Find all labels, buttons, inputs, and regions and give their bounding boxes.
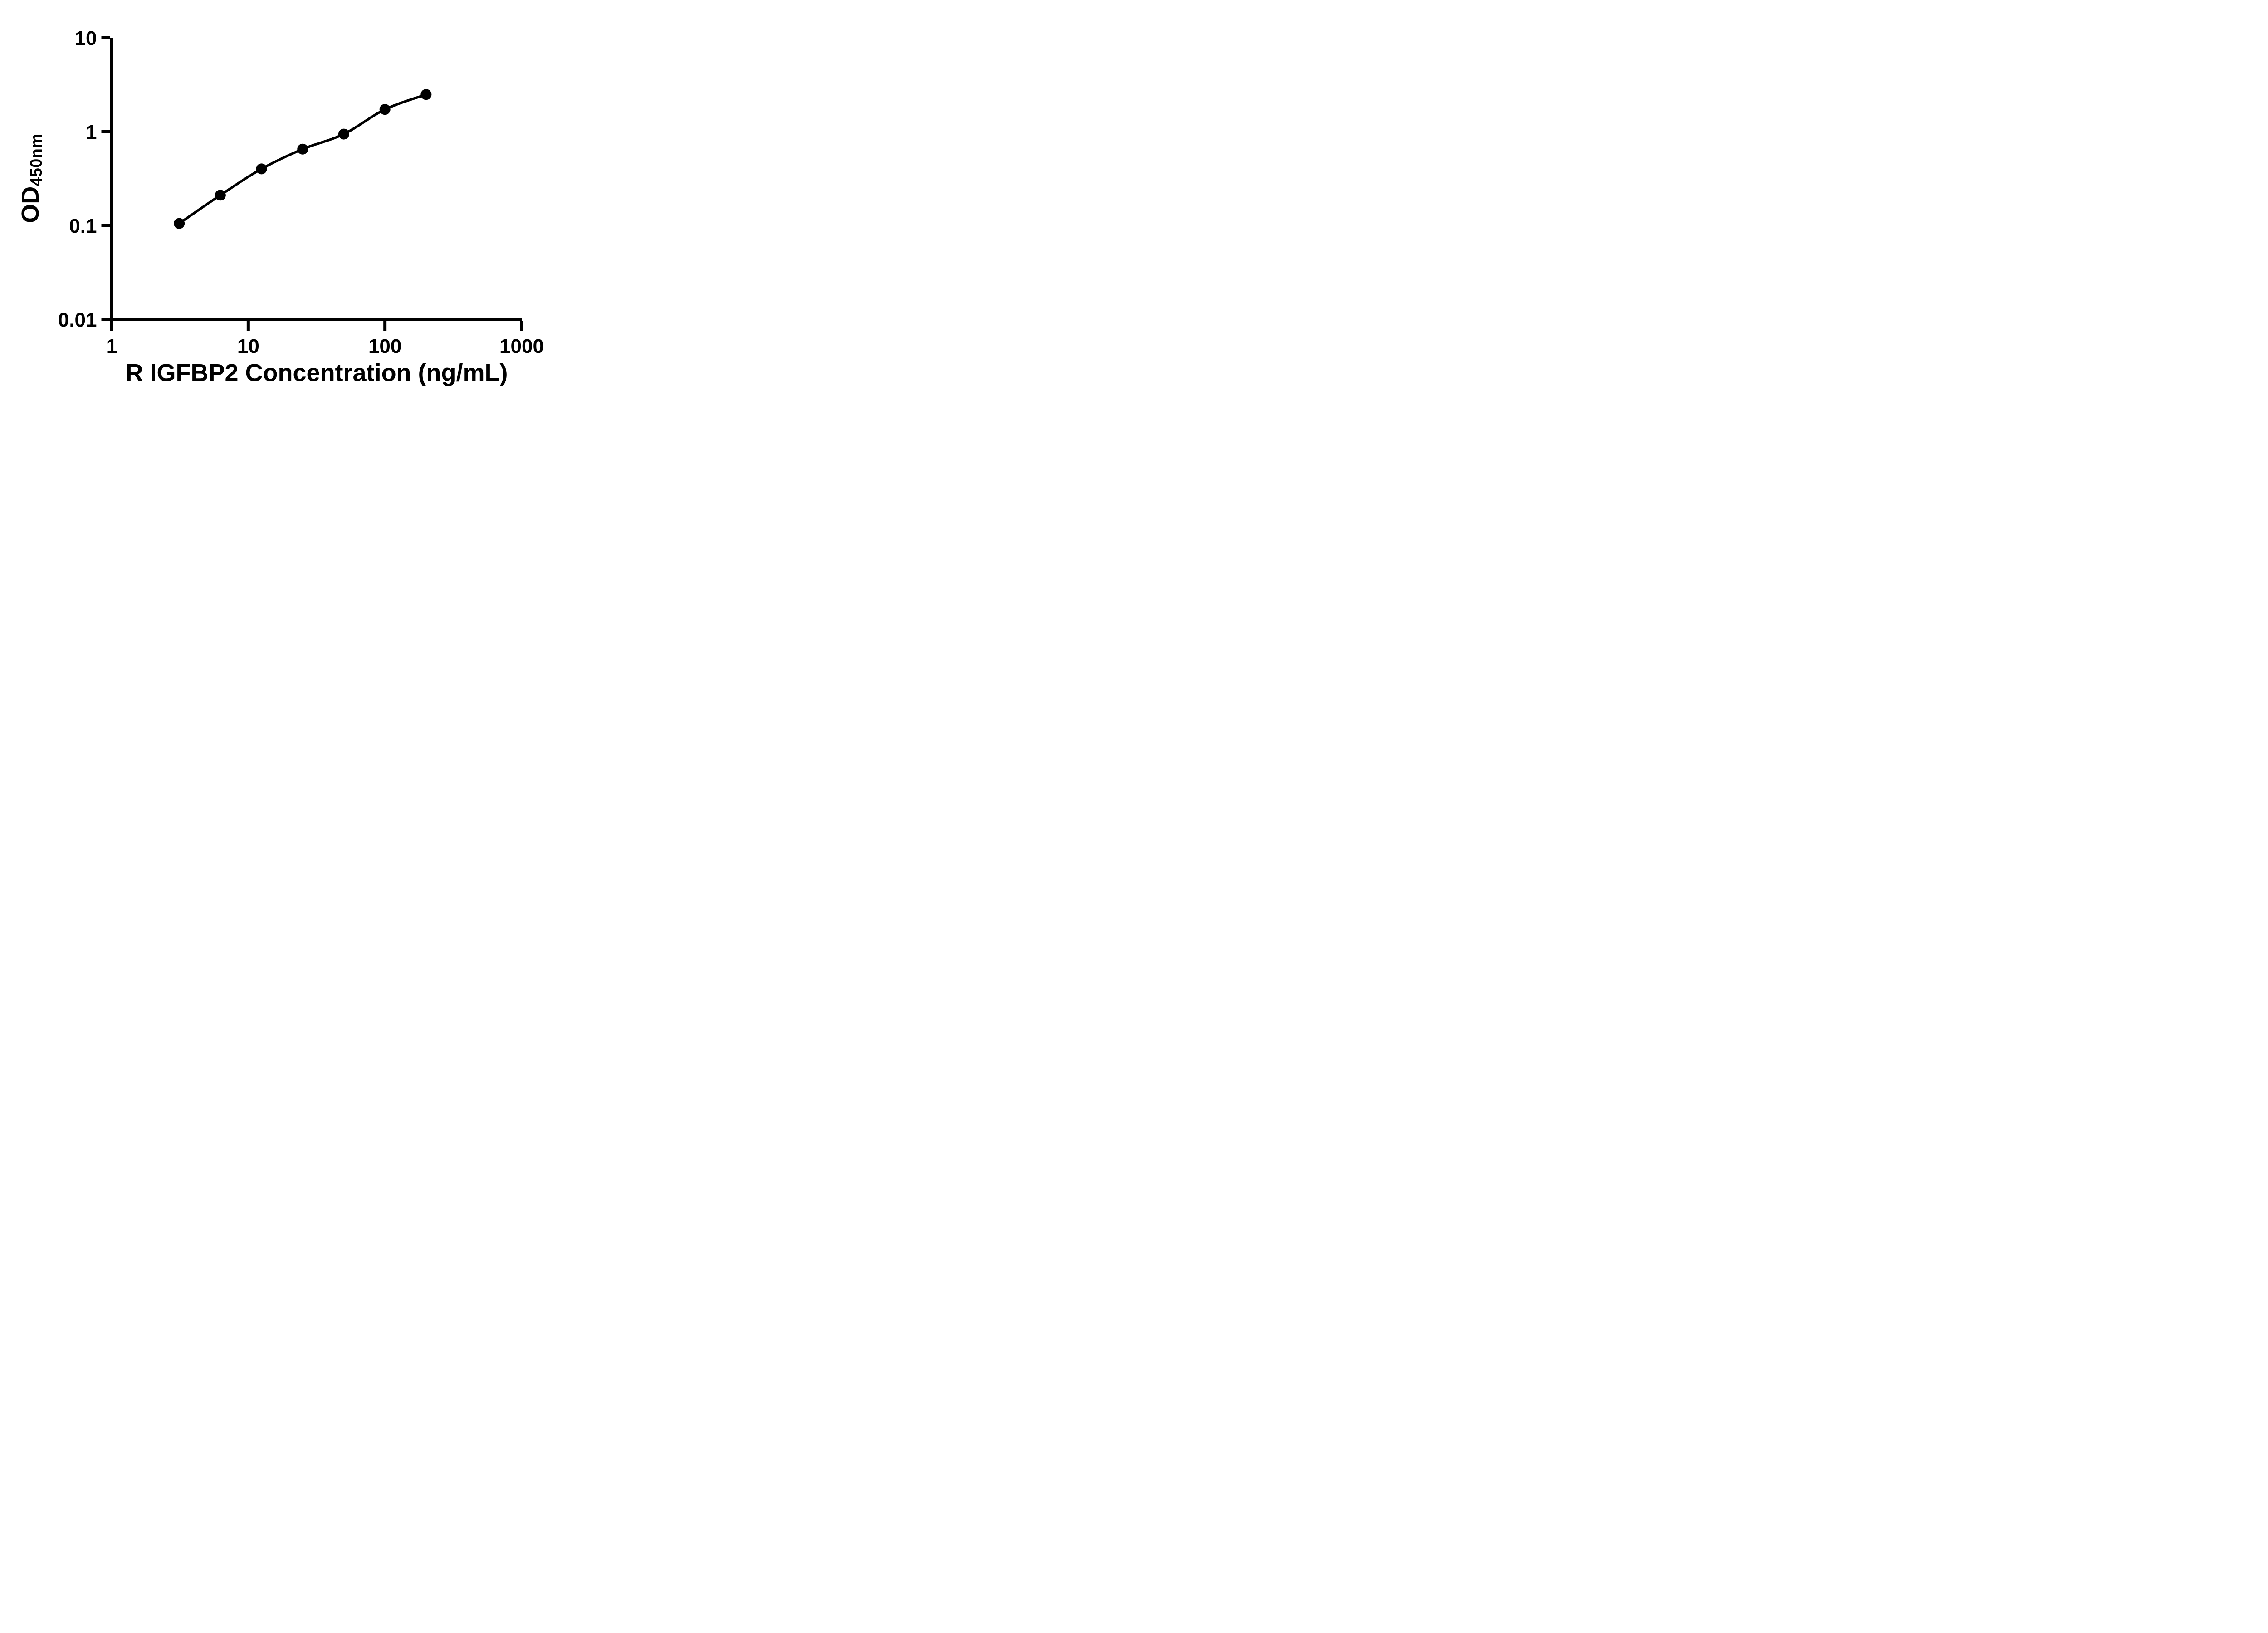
data-point <box>256 163 267 175</box>
x-axis-title: R IGFBP2 Concentration (ng/mL) <box>125 359 508 386</box>
data-point <box>338 128 349 140</box>
x-tick-label: 10 <box>237 335 259 357</box>
axis-spine <box>110 38 522 321</box>
chart-canvas: 10 1 0.1 0.01 1 10 100 1000 <box>58 27 544 357</box>
data-point <box>379 104 391 115</box>
y-axis-title-main: OD <box>17 186 44 223</box>
data-point <box>215 190 226 201</box>
y-axis-title: OD450nm <box>17 133 45 223</box>
data-point <box>297 143 308 155</box>
x-tick-label: 100 <box>368 335 401 357</box>
y-tick-label: 1 <box>86 121 97 143</box>
data-point <box>174 218 185 229</box>
y-axis-title-subscript: 450nm <box>27 133 45 186</box>
y-tick-label: 0.1 <box>69 215 97 237</box>
data-point <box>420 89 432 100</box>
x-tick-label: 1000 <box>499 335 544 357</box>
y-tick-label: 10 <box>75 27 97 49</box>
elisa-standard-curve-figure: 10 1 0.1 0.01 1 10 100 1000 R IGFBP2 Concentrat… <box>0 0 583 408</box>
x-tick-label: 1 <box>106 335 117 357</box>
standard-curve-line <box>178 93 428 225</box>
y-tick-label: 0.01 <box>58 309 97 331</box>
